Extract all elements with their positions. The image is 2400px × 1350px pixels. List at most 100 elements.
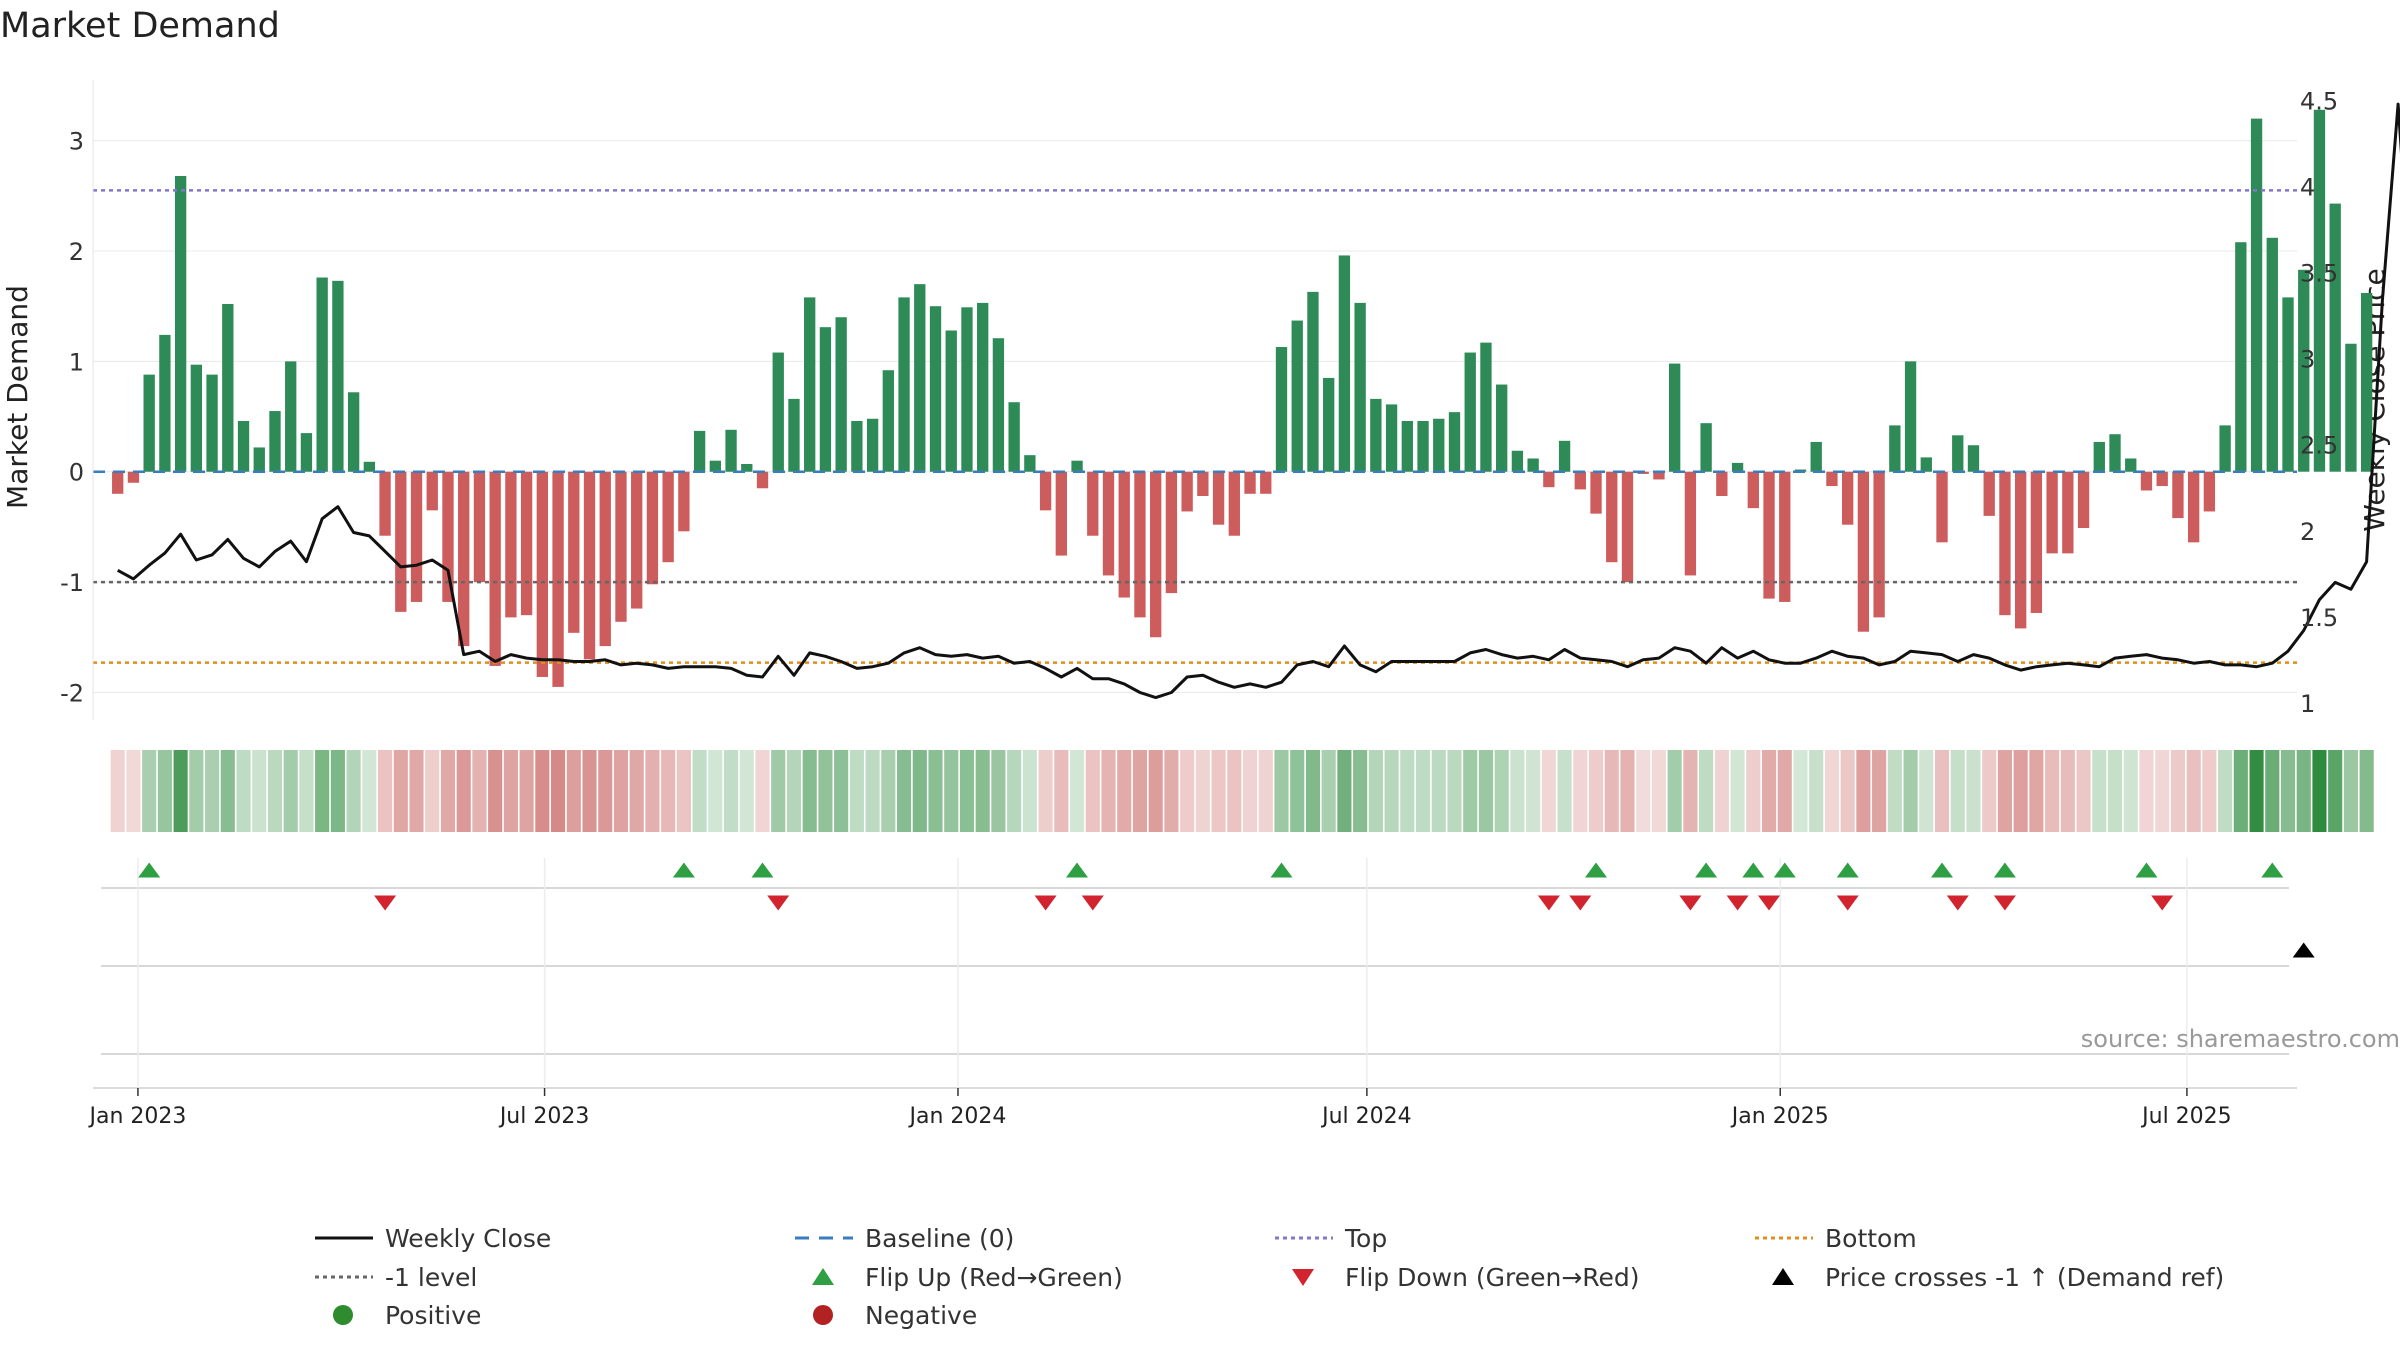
heat-strip-cell: [582, 750, 597, 832]
x-tick-label: Jan 2024: [908, 1104, 1007, 1129]
demand-bar-positive: [804, 297, 816, 472]
heat-strip-cell: [519, 750, 534, 832]
heat-strip-cell: [2328, 750, 2343, 832]
legend-swatch: [1772, 1268, 1794, 1285]
demand-bar-negative: [1653, 471, 1665, 480]
heat-strip-cell: [1274, 750, 1289, 832]
x-tick-label: Jul 2024: [1320, 1104, 1412, 1129]
flip-down-marker: [1679, 895, 1702, 911]
heat-strip-cell: [2218, 750, 2233, 832]
y2-tick-label: 2.5: [2300, 432, 2338, 460]
demand-bar-negative: [112, 471, 124, 494]
demand-bar-negative: [410, 471, 423, 602]
demand-bar-negative: [2062, 471, 2074, 554]
heat-strip-cell: [2139, 750, 2154, 832]
demand-bar-positive: [1448, 412, 1461, 472]
flip-up-marker: [138, 862, 161, 878]
heat-strip-cell: [2186, 750, 2201, 832]
demand-bar-positive: [961, 307, 973, 472]
heat-strip-cell: [834, 750, 849, 832]
heat-strip-cell: [1180, 750, 1195, 832]
heat-strip-cell: [865, 750, 880, 832]
heat-strip-cell: [456, 750, 471, 832]
heat-strip-cell: [1353, 750, 1368, 832]
demand-bar-positive: [2329, 203, 2341, 472]
heat-strip-cell: [2013, 750, 2028, 832]
demand-bar-positive: [1464, 352, 1476, 472]
heat-strip-cell: [1494, 750, 1509, 832]
heat-strip-cell: [1400, 750, 1415, 832]
demand-bar-negative: [1684, 471, 1697, 576]
demand-bar-positive: [1071, 460, 1083, 472]
y-tick-label: 3: [69, 128, 84, 156]
heat-strip-cell: [1620, 750, 1635, 832]
flip-up-marker: [672, 862, 695, 878]
demand-bar-negative: [631, 471, 643, 609]
demand-bar-positive: [1952, 435, 1964, 472]
heat-strip-cell: [1195, 750, 1210, 832]
heat-strip-cell: [299, 750, 314, 832]
demand-bar-positive: [788, 398, 800, 472]
heat-strip-cell: [1950, 750, 1965, 832]
demand-bar-positive: [977, 302, 989, 472]
heat-strip-cell: [2045, 750, 2060, 832]
heat-strip-cell: [2233, 750, 2248, 832]
demand-bar-positive: [1307, 291, 1319, 472]
demand-bar-positive: [143, 374, 155, 472]
demand-bar-negative: [2077, 471, 2090, 528]
demand-bar-negative: [1244, 471, 1256, 494]
y-tick-label: 1: [69, 348, 84, 376]
flip-up-marker: [1066, 862, 1088, 878]
heat-strip-cell: [723, 750, 739, 832]
demand-bar-negative: [599, 471, 611, 647]
demand-bar-positive: [174, 176, 187, 472]
demand-bar-negative: [1181, 471, 1193, 512]
demand-bar-positive: [882, 370, 894, 472]
legend-item: Negative: [813, 1301, 977, 1330]
heat-strip-cell: [330, 750, 345, 832]
legend: Weekly Close Baseline (0) Top Bottom -1 leve…: [315, 1224, 2224, 1330]
flip-down-marker: [1993, 895, 2016, 911]
demand-bar-positive: [2282, 297, 2294, 472]
demand-bar-negative: [1779, 471, 1791, 602]
demand-bar-negative: [505, 471, 517, 618]
heat-strip-cell: [786, 750, 802, 832]
heat-strip-cell: [1761, 750, 1777, 832]
demand-bar-positive: [1370, 398, 1382, 472]
event-lanes: [93, 858, 2297, 1089]
demand-bar-negative: [458, 471, 470, 647]
flip-down-marker: [1758, 895, 1780, 911]
heat-strip-cell: [472, 750, 487, 832]
heat-strip-cell: [1982, 750, 1997, 832]
demand-bar-positive: [1417, 420, 1429, 472]
heat-strip-cell: [2280, 750, 2296, 832]
heat-strip-cell: [1431, 750, 1446, 832]
heat-strip-cell: [912, 750, 927, 832]
demand-bar-negative: [1606, 471, 1618, 563]
legend-swatch: [333, 1305, 353, 1325]
demand-bar-negative: [1857, 471, 1870, 632]
demand-bar-positive: [332, 280, 344, 472]
heat-strip-cell: [1746, 750, 1761, 832]
x-tick-label: Jan 2025: [1730, 1104, 1829, 1129]
demand-bar-positive: [1920, 457, 1932, 472]
demand-bar-negative: [2030, 471, 2043, 613]
demand-bar-negative: [1936, 471, 1948, 543]
heat-strip-cell: [1085, 750, 1100, 832]
demand-bar-positive: [1385, 404, 1398, 472]
heat-strip-cell: [346, 750, 361, 832]
demand-bar-positive: [237, 420, 250, 472]
heat-strip-cell: [1573, 750, 1588, 832]
legend-label: Bottom: [1825, 1224, 1917, 1253]
legend-label: Positive: [385, 1301, 481, 1330]
demand-bar-negative: [1873, 471, 1885, 618]
heat-strip-cell: [2107, 750, 2123, 832]
demand-bar-positive: [1338, 255, 1351, 472]
demand-bar-positive: [1889, 425, 1901, 472]
heat-strip-cell: [1588, 750, 1604, 832]
heat-strip-cell: [220, 750, 235, 832]
demand-bar-positive: [851, 420, 863, 472]
demand-bar-negative: [2172, 471, 2184, 519]
legend-label: Baseline (0): [865, 1224, 1014, 1253]
heat-strip-cell: [2343, 750, 2358, 832]
